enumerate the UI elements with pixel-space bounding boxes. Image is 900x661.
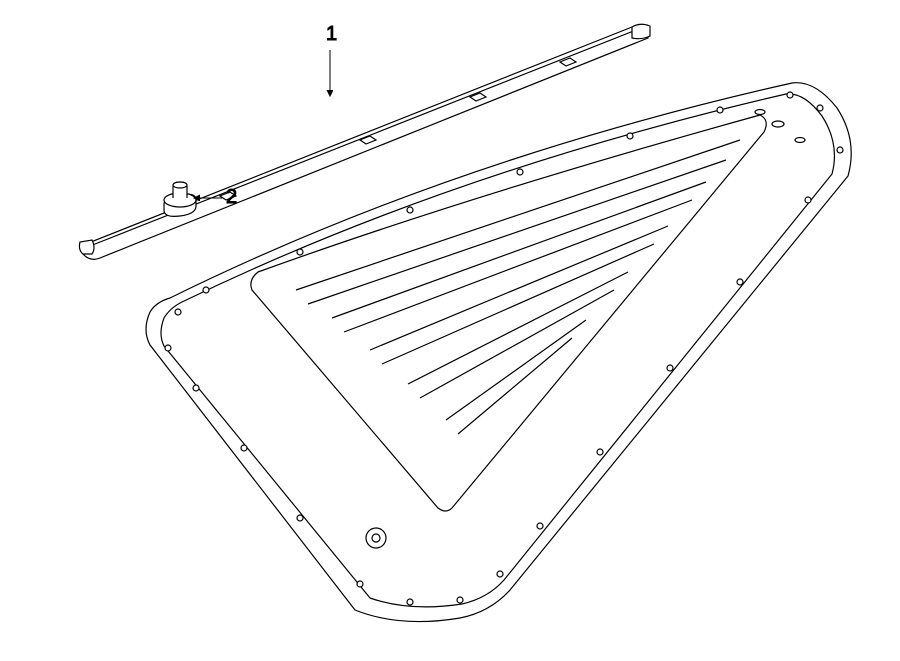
roof-panel [146,83,851,622]
callout-label-2: 2 [226,186,237,208]
callout-label-1: 1 [326,23,337,45]
roof-rail-nut [164,182,196,216]
parts-diagram: 1 2 [0,0,900,661]
